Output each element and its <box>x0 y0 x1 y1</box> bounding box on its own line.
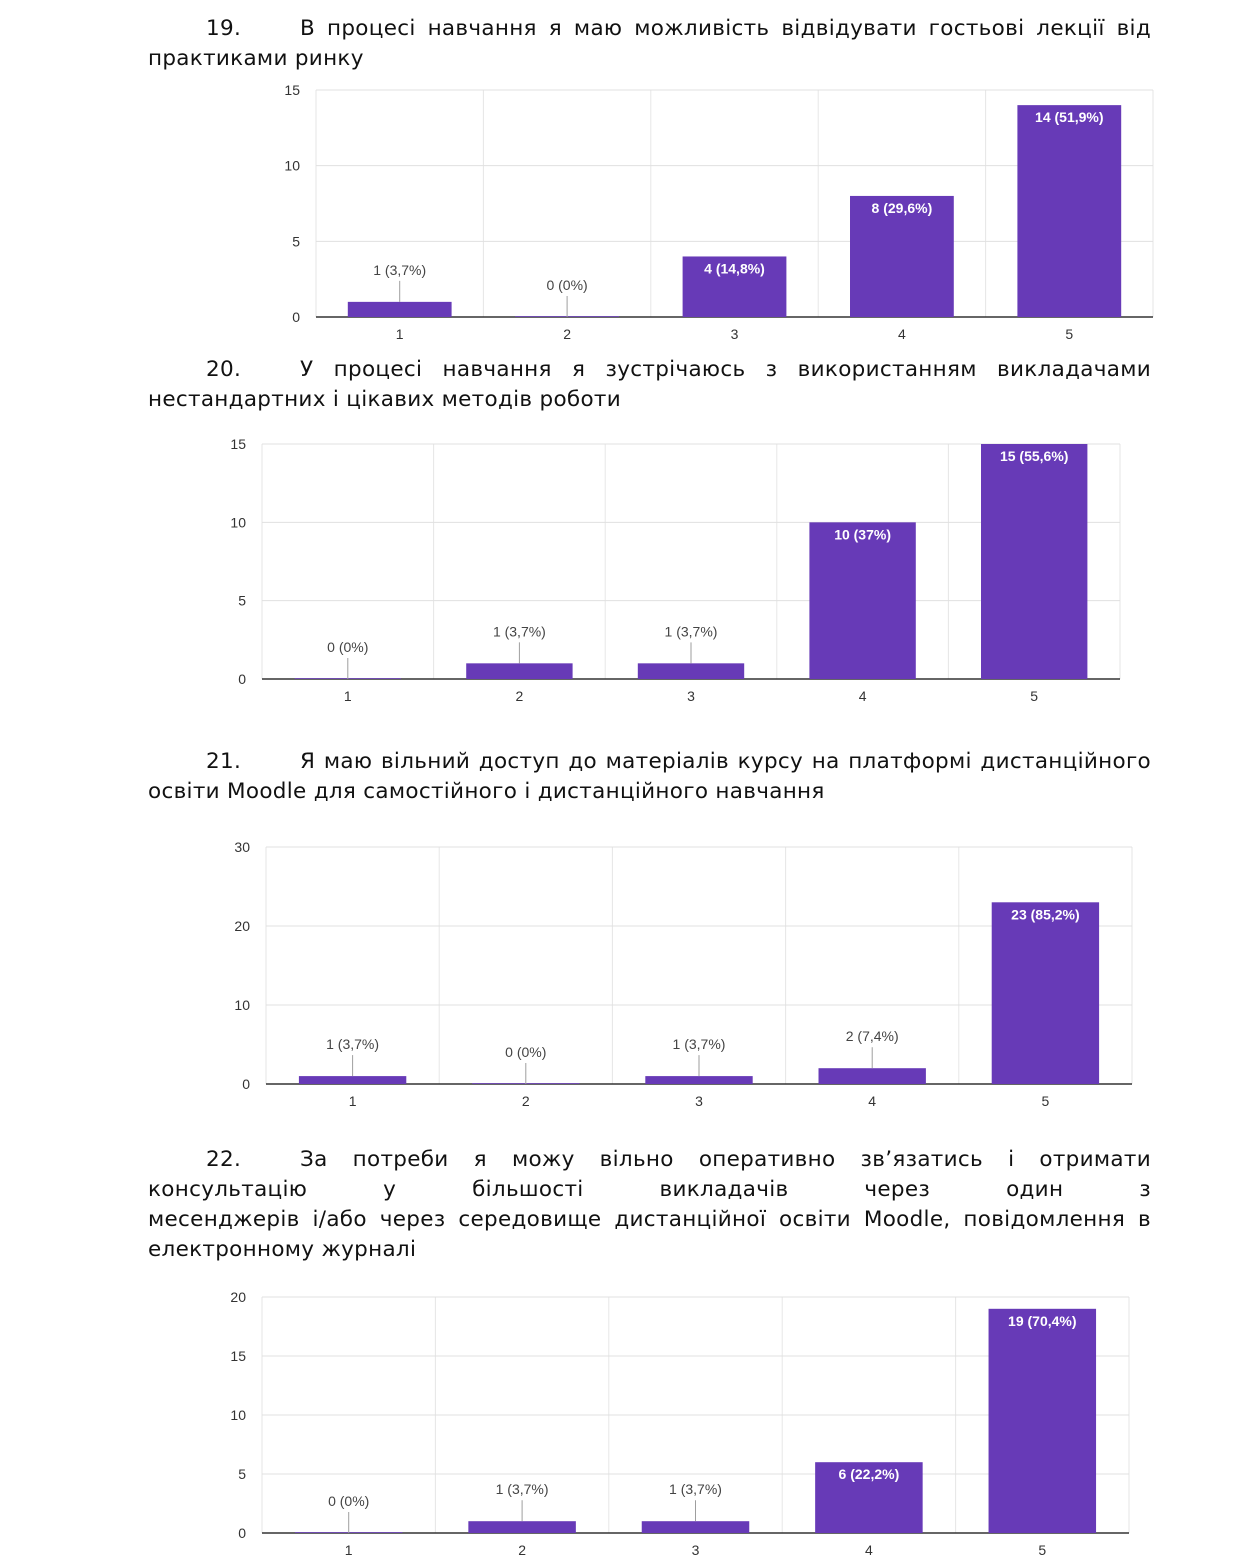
data-label: 6 (22,2%) <box>839 1466 900 1482</box>
x-tick-label: 2 <box>522 1093 530 1109</box>
question-text-continued: електронному журналі <box>148 1237 417 1262</box>
bar <box>988 1308 1097 1533</box>
bar-chart-19: 0 5 10 15 1 (3,7%) 1 0 (0%) 2 4 (14,8%) 3 8 (29,6%… <box>284 82 1154 342</box>
data-label: 2 (7,4%) <box>846 1028 899 1044</box>
x-tick-label: 2 <box>563 326 571 342</box>
x-tick-label: 5 <box>1065 326 1073 342</box>
data-label: 10 (37%) <box>834 526 891 542</box>
bar-chart-20: 0 5 10 15 0 (0%) 1 1 (3,7%) 2 1 (3,7%) 3 10 (37%) 4… <box>230 436 1121 704</box>
y-tick-label: 10 <box>230 514 246 530</box>
y-tick-label: 20 <box>230 1289 246 1305</box>
question-21: 21. Я маю вільний доступ до матеріалів ку… <box>148 747 1151 807</box>
data-label: 8 (29,6%) <box>872 200 933 216</box>
x-tick-label: 5 <box>1030 688 1038 704</box>
x-tick-label: 2 <box>516 688 524 704</box>
bar <box>466 663 573 679</box>
x-tick-label: 3 <box>731 326 739 342</box>
question-text-line-3: месенджерів і/або через середовище диста… <box>148 1207 1151 1232</box>
question-number: 19. <box>206 16 242 41</box>
y-tick-label: 15 <box>230 1348 246 1364</box>
question-19: 19. В процесі навчання я маю можливість в… <box>148 14 1151 74</box>
bar <box>815 1462 923 1533</box>
data-label: 0 (0%) <box>328 1493 369 1509</box>
question-text: В процесі навчання я маю можливість відв… <box>300 16 1151 41</box>
x-tick-label: 4 <box>868 1093 876 1109</box>
x-tick-label: 1 <box>344 688 352 704</box>
y-tick-label: 10 <box>284 158 300 174</box>
question-number: 20. <box>206 357 242 382</box>
question-text-continued: практиками ринку <box>148 46 364 71</box>
data-label: 15 (55,6%) <box>1000 448 1068 464</box>
question-number: 22. <box>206 1147 242 1172</box>
y-tick-label: 20 <box>234 918 250 934</box>
bar <box>641 1521 750 1533</box>
data-label: 1 (3,7%) <box>493 623 546 639</box>
y-tick-label: 15 <box>230 436 246 452</box>
bar <box>468 1521 576 1533</box>
y-tick-label: 5 <box>238 1466 246 1482</box>
question-22: 22. За потреби я можу вільно оперативно з… <box>148 1145 1151 1265</box>
x-tick-label: 3 <box>695 1093 703 1109</box>
x-tick-label: 4 <box>865 1542 873 1558</box>
y-tick-label: 15 <box>284 82 300 98</box>
data-label: 19 (70,4%) <box>1008 1313 1076 1329</box>
x-tick-label: 2 <box>518 1542 526 1558</box>
y-tick-label: 0 <box>238 1525 246 1541</box>
question-text-continued: нестандартних і цікавих методів роботи <box>148 387 622 412</box>
bar <box>298 1076 407 1084</box>
bar <box>809 522 916 679</box>
data-label: 0 (0%) <box>505 1044 546 1060</box>
data-label: 1 (3,7%) <box>669 1481 722 1497</box>
question-text-line-2: консультацію у більшості викладачів чере… <box>148 1177 1151 1202</box>
y-tick-label: 10 <box>234 997 250 1013</box>
bar <box>818 1068 926 1084</box>
data-label: 23 (85,2%) <box>1011 906 1079 922</box>
x-tick-label: 3 <box>687 688 695 704</box>
x-tick-label: 5 <box>1038 1542 1046 1558</box>
bar <box>1017 105 1122 317</box>
bar <box>347 301 452 317</box>
bar <box>991 902 1100 1084</box>
x-tick-label: 1 <box>349 1093 357 1109</box>
x-tick-label: 4 <box>859 688 867 704</box>
question-text: Я маю вільний доступ до матеріалів курсу… <box>300 749 1151 774</box>
y-tick-label: 5 <box>238 593 246 609</box>
question-text: У процесі навчання я зустрічаюсь з викор… <box>300 357 1151 382</box>
data-label: 1 (3,7%) <box>373 262 426 278</box>
y-tick-label: 30 <box>234 839 250 855</box>
bar-chart-21: 0 10 20 30 1 (3,7%) 1 0 (0%) 2 1 (3,7%) 3 2 (7,4%)… <box>234 839 1133 1109</box>
x-tick-label: 4 <box>898 326 906 342</box>
y-tick-label: 0 <box>292 309 300 325</box>
data-label: 0 (0%) <box>546 277 587 293</box>
x-tick-label: 1 <box>345 1542 353 1558</box>
y-tick-label: 0 <box>242 1076 250 1092</box>
x-tick-label: 3 <box>692 1542 700 1558</box>
data-label: 14 (51,9%) <box>1035 109 1103 125</box>
data-label: 1 (3,7%) <box>665 623 718 639</box>
x-tick-label: 1 <box>396 326 404 342</box>
bar <box>682 256 787 317</box>
bar <box>981 444 1088 679</box>
question-text-continued: освіти Moodle для самостійного і дистанц… <box>148 779 825 804</box>
y-tick-label: 0 <box>238 671 246 687</box>
y-tick-label: 10 <box>230 1407 246 1423</box>
question-20: 20. У процесі навчання я зустрічаюсь з ви… <box>148 355 1151 415</box>
data-label: 1 (3,7%) <box>496 1481 549 1497</box>
data-label: 1 (3,7%) <box>673 1036 726 1052</box>
bar <box>637 663 745 679</box>
data-label: 1 (3,7%) <box>326 1036 379 1052</box>
x-tick-label: 5 <box>1042 1093 1050 1109</box>
question-text: За потреби я можу вільно оперативно зв’я… <box>300 1147 1151 1172</box>
data-label: 0 (0%) <box>327 639 368 655</box>
bar <box>850 195 954 317</box>
question-number: 21. <box>206 749 242 774</box>
data-label: 4 (14,8%) <box>704 260 765 276</box>
y-tick-label: 5 <box>292 233 300 249</box>
bar <box>645 1076 753 1084</box>
